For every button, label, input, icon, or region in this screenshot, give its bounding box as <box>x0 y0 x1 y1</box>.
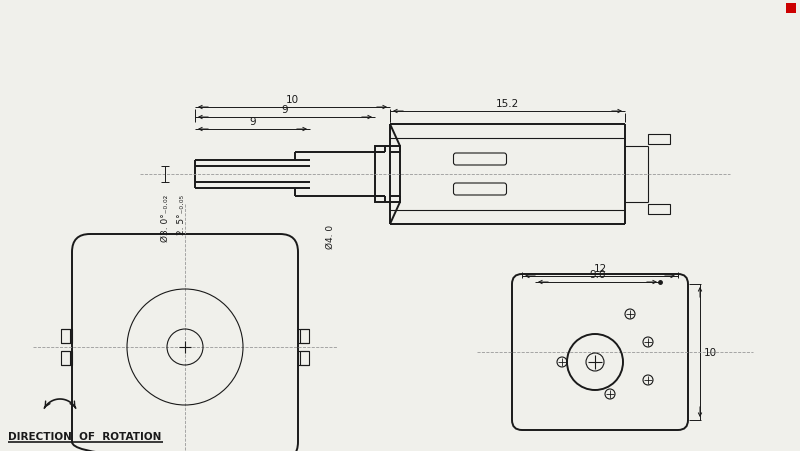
Bar <box>375 147 400 202</box>
Bar <box>61 329 70 343</box>
Text: 10: 10 <box>286 95 299 105</box>
Text: 15.2: 15.2 <box>496 99 519 109</box>
Text: 2. 5°₋₀.₀₅: 2. 5°₋₀.₀₅ <box>178 194 186 235</box>
Text: 9: 9 <box>249 117 256 127</box>
Bar <box>648 205 670 215</box>
Text: Ø3. 0°₋₀.₀₂: Ø3. 0°₋₀.₀₂ <box>161 194 170 242</box>
Bar <box>648 135 670 145</box>
Text: DIRECTION  OF  ROTATION: DIRECTION OF ROTATION <box>8 431 162 441</box>
Bar <box>300 329 309 343</box>
Text: 9.0: 9.0 <box>590 269 606 279</box>
Bar <box>786 4 796 14</box>
Bar <box>300 351 309 365</box>
Text: 9: 9 <box>282 105 288 115</box>
Bar <box>61 351 70 365</box>
Text: 12: 12 <box>594 263 606 273</box>
Text: 10: 10 <box>704 347 717 357</box>
Text: Ø4. 0: Ø4. 0 <box>326 225 334 249</box>
